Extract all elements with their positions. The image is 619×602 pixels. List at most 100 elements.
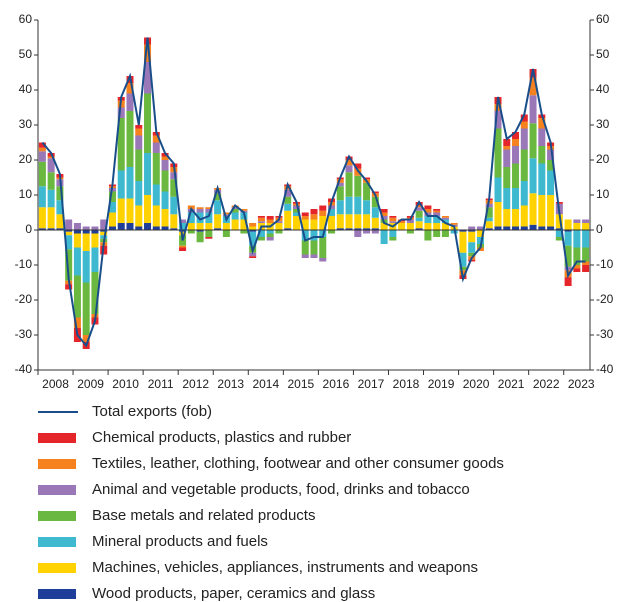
legend-label: Base metals and related products [92,507,315,524]
bar-segment [573,223,581,230]
bar-segment [441,230,449,237]
bar-segment [538,163,546,195]
bar-segment [117,223,125,230]
legend-swatch [38,537,76,547]
bar-segment [380,212,388,216]
y-tick-label: 10 [19,187,33,201]
bar-segment [196,207,204,209]
bar-segment [310,209,318,215]
bar-segment [91,272,99,314]
bar-segment [135,128,143,136]
bar-segment [73,317,81,328]
bar-segment [336,179,344,183]
y2-tick-label: 10 [596,187,610,201]
y-tick-label: 60 [19,12,33,26]
bar-segment [231,212,239,220]
bar-segment [152,153,160,185]
legend-swatch [38,433,76,443]
bar-segment [538,118,546,129]
bar-segment [582,247,590,262]
x-tick-label: 2015 [288,377,315,391]
bar-segment [56,200,64,215]
bar-segment [144,153,152,195]
bar-segment [555,237,563,241]
bar-segment [135,181,143,206]
bar-segment [152,226,160,230]
bar-segment [257,217,265,222]
bar-segment [441,216,449,218]
bar-segment [503,226,511,230]
y2-tick-label: 20 [596,152,610,166]
bar-segment [65,249,73,281]
bar-segment [547,226,555,230]
bar-segment [266,237,274,241]
bar-segment [512,209,520,227]
bar-segment [547,160,555,171]
bar-segment [135,205,143,227]
bar-segment [38,151,46,162]
bar-segment [371,196,379,208]
bar-segment [249,226,257,230]
bar-segment [520,149,528,181]
bar-segment [494,177,502,202]
x-tick-label: 2011 [148,377,174,391]
bar-segment [65,219,73,230]
x-tick-label: 2019 [428,377,455,391]
x-tick-label: 2016 [323,377,350,391]
bar-segment [336,200,344,215]
bar-segment [415,228,423,230]
bar-segment [529,123,537,159]
x-tick-label: 2012 [182,377,209,391]
bar-segment [266,230,274,234]
bar-segment [380,216,388,220]
bar-segment [47,156,55,159]
bar-segment [179,219,187,223]
bar-segment [205,212,213,223]
bar-segment [459,231,467,253]
bar-segment [205,223,213,230]
bar-segment [205,237,213,239]
bar-segment [196,223,204,230]
bar-segment [196,231,204,243]
x-tick-label: 2022 [533,377,560,391]
y-tick-label: 30 [19,117,33,131]
bar-segment [82,335,90,342]
y-tick-label: 40 [19,82,33,96]
bar-segment [424,209,432,213]
bar-segment [144,93,152,153]
bar-segment [257,221,265,223]
bar-segment [468,226,476,230]
bar-segment [406,223,414,230]
x-tick-label: 2021 [498,377,525,391]
bar-segment [328,209,336,216]
bar-segment [284,210,292,229]
bar-segment [56,214,64,229]
bar-segment [161,160,169,171]
legend-label: Chemical products, plastics and rubber [92,429,351,446]
bar-segment [38,142,46,148]
bar-segment [266,233,274,237]
y2-tick-label: 0 [596,222,603,236]
bar-segment [363,228,371,230]
bar-segment [582,265,590,272]
y2-tick-label: -20 [596,292,614,306]
bar-segment [406,219,414,223]
bar-segment [292,205,300,209]
bar-segment [512,226,520,230]
bar-segment [468,259,476,262]
bar-segment [345,196,353,215]
x-tick-label: 2020 [463,377,490,391]
bar-segment [380,230,388,244]
x-tick-label: 2010 [112,377,139,391]
legend-label: Total exports (fob) [92,403,212,420]
bar-segment [196,209,204,213]
bar-segment [38,147,46,152]
bar-segment [187,230,195,234]
y2-tick-label: 40 [596,82,610,96]
bar-segment [468,252,476,257]
bar-segment [476,226,484,230]
bar-segment [100,230,108,232]
bar-segment [485,203,493,208]
bar-segment [205,207,213,209]
bar-segment [179,230,187,232]
